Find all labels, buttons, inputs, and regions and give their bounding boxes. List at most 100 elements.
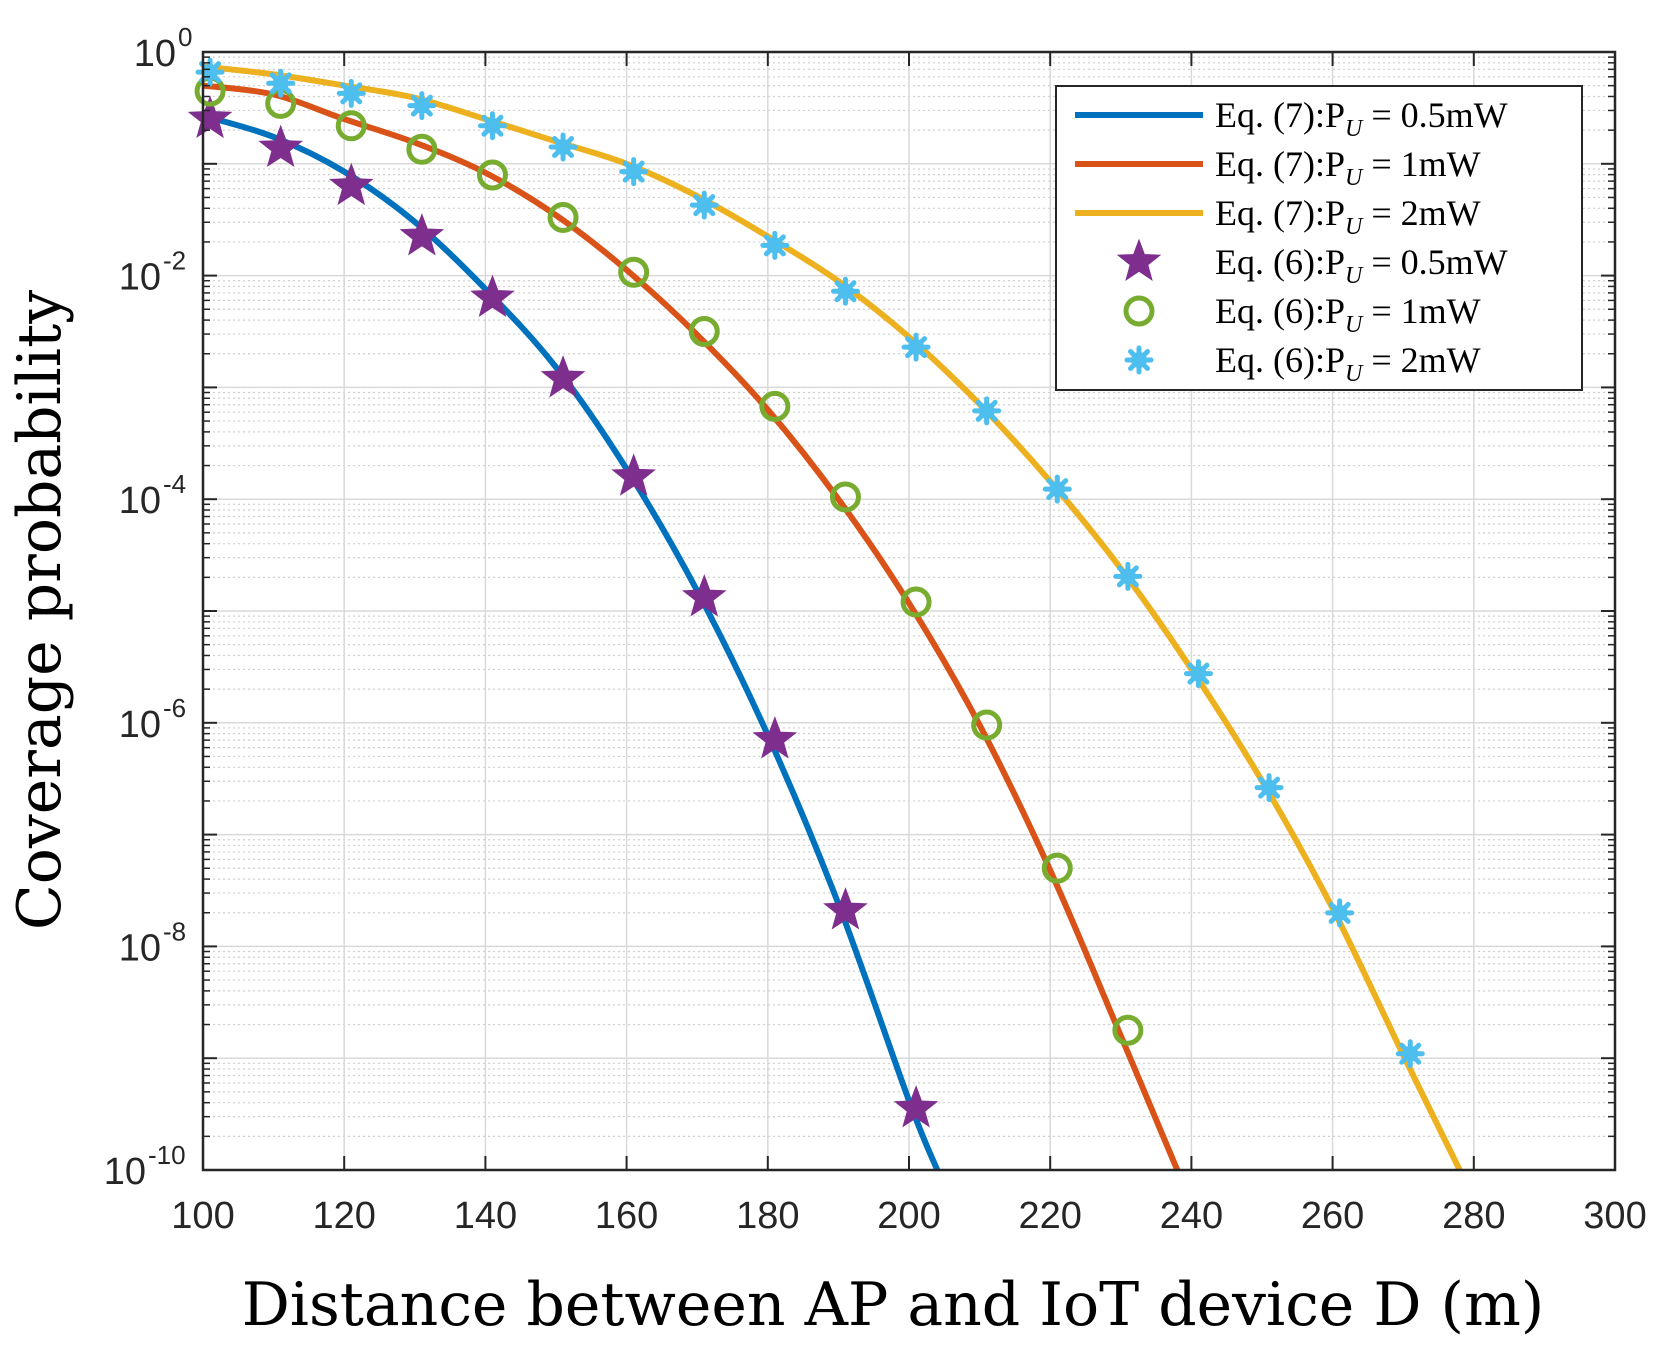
asterisk-arm — [552, 136, 575, 159]
data-point-circle — [759, 390, 791, 422]
legend-label-subscript: U — [1345, 116, 1364, 142]
data-point-star — [470, 274, 515, 317]
legend-label-main: Eq. (7):P — [1215, 144, 1345, 184]
legend-label-subscript: U — [1345, 165, 1364, 191]
x-axis-tick-labels: 100 120 140 160 180 200 220 240 260 280 300 — [171, 1195, 1646, 1237]
data-point-circle — [1112, 1014, 1144, 1046]
legend-entry: Eq. (7):PU = 0.5mW — [1075, 95, 1508, 142]
data-point-asterisk — [972, 396, 1002, 426]
legend-label: Eq. (7):PU = 1mW — [1215, 144, 1481, 191]
data-point-star — [328, 162, 374, 206]
y-tick-label: 10 -4 — [119, 469, 186, 522]
x-tick-label: 160 — [595, 1195, 658, 1237]
legend-label-value: = 2mW — [1362, 340, 1480, 380]
y-tick-label-exponent: -4 — [163, 469, 186, 499]
data-point-asterisk — [760, 230, 790, 260]
asterisk-arm — [1328, 901, 1351, 924]
x-tick-label: 140 — [454, 1195, 517, 1237]
data-point-star — [681, 574, 727, 617]
data-point-asterisk — [619, 157, 649, 187]
legend-label-main: Eq. (6):P — [1215, 340, 1345, 380]
legend-label-subscript: U — [1345, 361, 1364, 387]
data-point-star — [752, 716, 798, 759]
asterisk-arm — [1116, 565, 1139, 588]
y-tick-label: 10 -10 — [104, 1140, 186, 1193]
legend-label-main: Eq. (6):P — [1215, 242, 1345, 282]
data-point-circle — [829, 481, 861, 513]
legend-label-main: Eq. (6):P — [1215, 291, 1345, 331]
x-tick-label: 300 — [1583, 1195, 1646, 1237]
asterisk-arm — [975, 399, 998, 422]
data-point-circle — [971, 709, 1003, 741]
x-tick-label: 220 — [1018, 1195, 1081, 1237]
asterisk-arm — [693, 194, 716, 217]
asterisk-arm — [905, 336, 928, 359]
asterisk-arm — [1187, 662, 1210, 685]
data-point-asterisk — [689, 190, 719, 220]
axis-tick-marks — [202, 51, 1616, 1171]
legend-label: Eq. (7):PU = 2mW — [1215, 193, 1481, 240]
legend-entry: Eq. (7):PU = 1mW — [1075, 144, 1481, 191]
data-point-star — [399, 213, 445, 256]
asterisk-arm — [410, 94, 433, 117]
y-tick-label-exponent: -2 — [163, 246, 186, 276]
asterisk-arm — [834, 280, 857, 303]
legend-box — [1055, 85, 1583, 391]
data-markers — [187, 57, 1425, 1128]
legend-entry: Eq. (7):PU = 2mW — [1075, 193, 1481, 240]
y-tick-label: 10 -6 — [119, 693, 186, 746]
legend-label-subscript: U — [1345, 312, 1364, 338]
y-tick-label-exponent: -8 — [163, 916, 186, 946]
asterisk-arm — [763, 234, 786, 257]
data-point-asterisk — [548, 132, 578, 162]
legend-label: Eq. (6):PU = 1mW — [1215, 291, 1481, 338]
legend-label-value: = 2mW — [1362, 193, 1480, 233]
y-tick-label-base: 10 — [119, 257, 161, 299]
y-tick-label: 10 -2 — [119, 246, 186, 299]
data-point-asterisk — [830, 276, 860, 306]
x-tick-label: 180 — [736, 1195, 799, 1237]
legend-label-main: Eq. (7):P — [1215, 193, 1345, 233]
data-point-circle — [1041, 852, 1073, 884]
x-tick-label: 240 — [1160, 1195, 1223, 1237]
y-axis-title: Coverage probability — [5, 290, 75, 930]
data-point-star — [893, 1085, 939, 1128]
series-line — [203, 82, 1181, 1170]
legend-label-value: = 0.5mW — [1362, 242, 1507, 282]
y-tick-label-base: 10 — [104, 1151, 146, 1193]
legend-label-subscript: U — [1345, 214, 1364, 240]
x-tick-label: 280 — [1442, 1195, 1505, 1237]
data-point-asterisk — [1325, 898, 1355, 928]
y-tick-label-exponent: 0 — [178, 22, 192, 52]
data-point-circle — [476, 159, 508, 191]
legend-label-value: = 0.5mW — [1362, 95, 1507, 135]
legend-label: Eq. (6):PU = 2mW — [1215, 340, 1481, 387]
data-point-star — [187, 95, 233, 139]
asterisk-arm — [622, 160, 645, 183]
series-line — [203, 63, 1463, 1170]
legend-entry: Eq. (6):PU = 0.5mW — [1116, 238, 1508, 289]
data-point-star — [540, 355, 586, 398]
y-tick-label-base: 10 — [119, 927, 161, 969]
legend-label-subscript: U — [1345, 263, 1364, 289]
legend-label-value: = 1mW — [1362, 144, 1480, 184]
legend-label-value: = 1mW — [1362, 291, 1480, 331]
y-tick-label-base: 10 — [134, 33, 176, 75]
asterisk-arm — [199, 61, 222, 84]
data-point-asterisk — [1183, 659, 1213, 689]
data-point-circle — [688, 316, 720, 347]
x-tick-label: 260 — [1301, 1195, 1364, 1237]
data-point-asterisk — [195, 57, 225, 87]
y-tick-label-base: 10 — [119, 704, 161, 746]
x-tick-label: 200 — [877, 1195, 940, 1237]
data-point-circle — [406, 133, 438, 165]
data-point-asterisk — [1254, 773, 1284, 803]
data-point-asterisk — [477, 111, 507, 141]
data-point-star — [258, 124, 303, 168]
asterisk-arm — [481, 114, 504, 137]
legend-label-main: Eq. (7):P — [1215, 95, 1345, 135]
